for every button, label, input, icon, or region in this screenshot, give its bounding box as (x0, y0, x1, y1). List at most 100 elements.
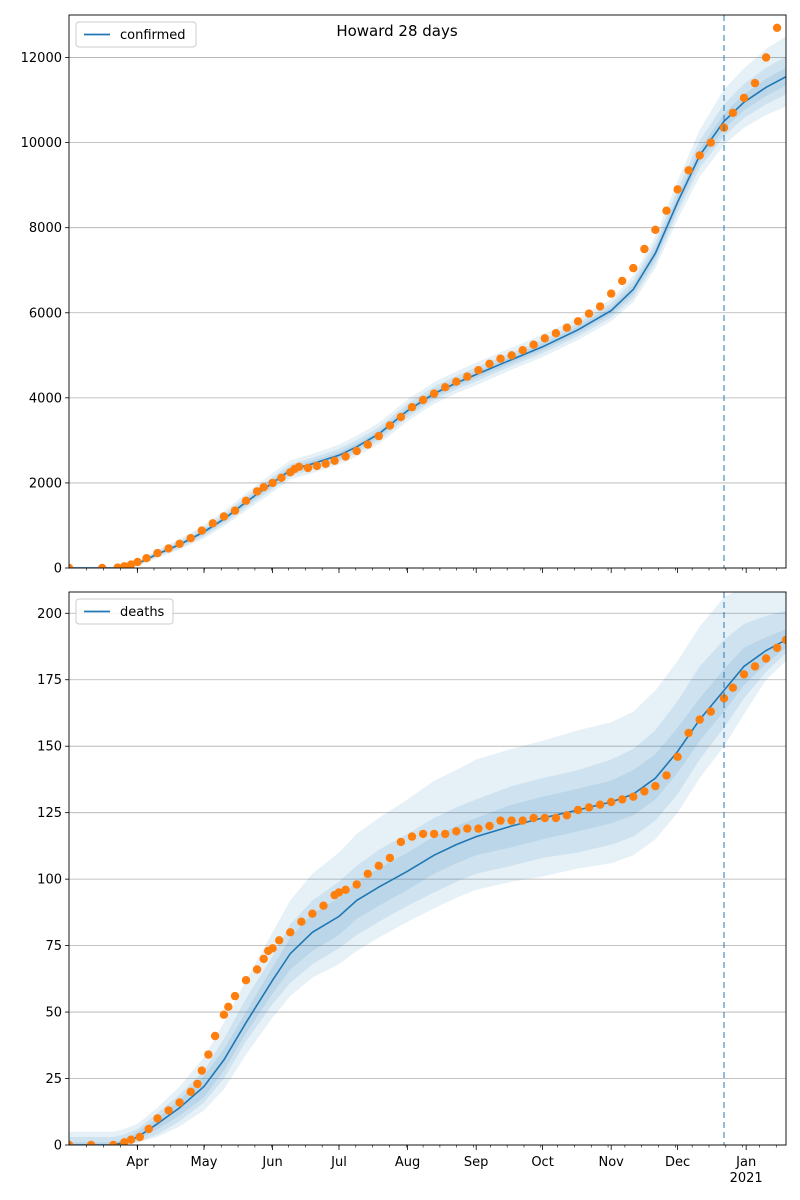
confirmed-observed-point (252, 487, 262, 496)
deaths-observed-point (109, 1140, 118, 1145)
confirmed-observed-point (186, 534, 195, 543)
confirmed-observed-point (385, 421, 395, 430)
deaths-observed-point (407, 832, 417, 841)
deaths-observed-point (761, 654, 771, 663)
deaths-observed-point (120, 1138, 129, 1145)
deaths-observed-point (662, 771, 671, 780)
confirmed-observed-point (651, 225, 660, 234)
confirmed-observed-point (474, 366, 483, 375)
confirmed-observed-point (341, 452, 350, 461)
confirmed-plot-area (69, 7, 790, 568)
confirmed-observed-point (772, 23, 782, 32)
deaths-observed-point (69, 1140, 74, 1145)
legend-label: deaths (120, 605, 165, 620)
deaths-observed-point (86, 1140, 96, 1145)
x-tick-label: Sep (464, 1155, 489, 1170)
deaths-observed-point (204, 1050, 213, 1059)
y-tick-label: 2000 (29, 476, 62, 491)
confirmed-uncertainty-band-1 (69, 36, 786, 568)
deaths-axes-frame (68, 591, 787, 1146)
legend-box (75, 598, 174, 625)
deaths-observed-point (706, 707, 715, 716)
figure-title: Howard 28 days (336, 22, 458, 40)
confirmed-observed-point (584, 309, 594, 318)
confirmed-observed-point (330, 456, 339, 465)
deaths-observed-point (607, 797, 616, 807)
deaths-observed-point (595, 800, 605, 809)
deaths-observed-point (197, 1066, 206, 1075)
deaths-observed-point (363, 869, 372, 878)
y-tick-label: 25 (45, 1072, 62, 1087)
confirmed-observed-point (164, 544, 173, 553)
confirmed-observed-point (363, 440, 372, 449)
confirmed-observed-point (706, 138, 715, 147)
confirmed-legend: confirmed (75, 21, 197, 48)
confirmed-observed-point (463, 372, 472, 381)
confirmed-observed-point (739, 93, 749, 103)
confirmed-observed-point (662, 206, 671, 215)
x-tick-label: Jan (735, 1155, 756, 1170)
x-tick-label: Apr (126, 1155, 149, 1170)
deaths-observed-point (518, 816, 527, 825)
deaths-model-line (69, 639, 786, 1145)
deaths-observed-point (341, 885, 350, 894)
deaths-observed-point (144, 1124, 153, 1134)
deaths-observed-point (463, 824, 472, 833)
x-tick-sublabel: 2021 (730, 1171, 763, 1186)
y-tick-label: 12000 (21, 51, 62, 66)
confirmed-observed-point (230, 506, 240, 515)
deaths-observed-point (781, 635, 786, 645)
confirmed-observed-point (562, 323, 572, 332)
deaths-observed-point (259, 954, 268, 964)
confirmed-observed-point (429, 389, 439, 398)
deaths-observed-point (224, 1002, 233, 1011)
deaths-observed-point (485, 821, 494, 831)
confirmed-observed-point (113, 563, 122, 568)
deaths-observed-point (334, 888, 344, 897)
confirmed-uncertainty-band-2 (69, 56, 786, 568)
deaths-observed-point (175, 1098, 184, 1107)
confirmed-observed-point (303, 463, 313, 473)
confirmed-observed-point (573, 317, 583, 326)
confirmed-observed-point (551, 329, 561, 338)
confirmed-observed-point (695, 151, 704, 160)
x-tick-label: Jun (261, 1155, 282, 1170)
deaths-observed-point (286, 928, 295, 937)
confirmed-observed-point (629, 263, 638, 273)
deaths-observed-point (507, 816, 516, 825)
deaths-observed-point (275, 936, 284, 945)
deaths-observed-point (629, 792, 638, 801)
confirmed-observed-point (208, 519, 217, 528)
deaths-observed-point (268, 944, 277, 953)
confirmed-observed-point (540, 334, 549, 343)
deaths-observed-point (193, 1079, 202, 1089)
confirmed-observed-point (452, 377, 461, 386)
confirmed-observed-point (268, 478, 277, 488)
deaths-observed-point (308, 909, 317, 918)
y-tick-label: 125 (37, 806, 62, 821)
confirmed-model-line (69, 75, 786, 568)
confirmed-observed-point (98, 563, 107, 568)
confirmed-observed-point (175, 539, 184, 548)
deaths-panel: 0 25 50 75 100 125 150 175 200 Apr May Jun Jul Aug Sep… (37, 591, 787, 1186)
deaths-observed-point (551, 813, 561, 823)
deaths-observed-point (640, 787, 649, 796)
confirmed-observed-point (782, 7, 790, 15)
y-tick-label: 6000 (29, 306, 62, 321)
deaths-observed-point (673, 752, 682, 761)
y-tick-label: 10000 (21, 136, 62, 151)
confirmed-observed-point (529, 340, 538, 349)
confirmed-observed-point (153, 548, 162, 558)
confirmed-observed-point (496, 354, 505, 363)
deaths-observed-point (135, 1132, 144, 1142)
deaths-observed-point (618, 795, 627, 804)
confirmed-observed-point (418, 395, 428, 405)
confirmed-observed-point (142, 554, 151, 563)
deaths-observed-point (352, 880, 361, 889)
y-tick-label: 50 (45, 1006, 62, 1021)
confirmed-observed-point (352, 446, 361, 456)
x-tick-label: Dec (665, 1155, 690, 1170)
confirmed-observed-point (294, 462, 304, 471)
confirmed-observed-point (761, 53, 771, 62)
